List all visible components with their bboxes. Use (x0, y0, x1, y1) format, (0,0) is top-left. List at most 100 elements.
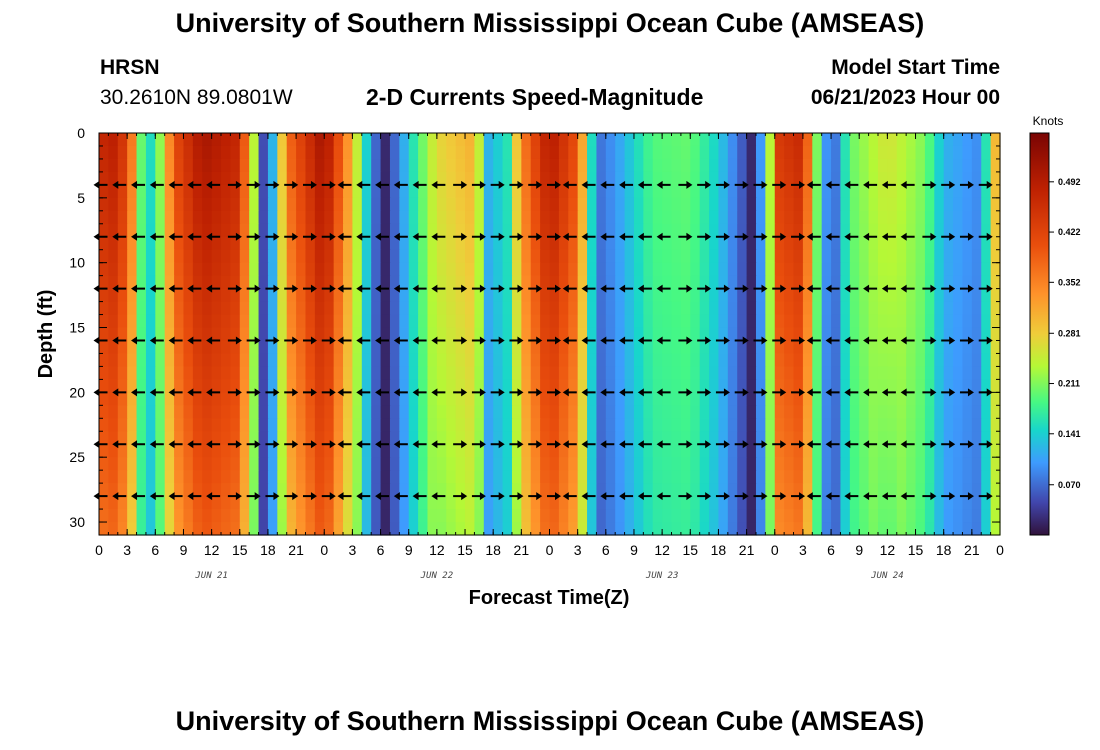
heatmap-cell (446, 314, 457, 329)
current-vector-head (555, 284, 561, 293)
heatmap-cell (624, 145, 635, 160)
heatmap-cell (117, 133, 128, 147)
heatmap-cell (239, 158, 250, 173)
heatmap-cell (493, 275, 504, 290)
current-vector-head (479, 492, 486, 501)
current-vector-head (555, 180, 561, 189)
heatmap-cell (624, 133, 635, 147)
heatmap-cell (924, 288, 935, 303)
heatmap-cell (371, 366, 382, 380)
heatmap-cell (230, 340, 241, 355)
heatmap-cell (568, 275, 579, 290)
heatmap-cell (427, 288, 438, 303)
heatmap-cell (183, 249, 194, 264)
heatmap-cell (314, 392, 325, 406)
heatmap-cell (530, 496, 541, 510)
heatmap-cell (896, 353, 907, 368)
current-vector-head (131, 388, 138, 397)
current-vector-head (329, 232, 336, 241)
heatmap-cell (343, 509, 354, 523)
heatmap-cell (314, 366, 325, 380)
current-vector (825, 284, 840, 293)
heatmap-cell (408, 496, 419, 510)
heatmap-cell (727, 444, 738, 458)
current-vector (528, 232, 543, 241)
heatmap-cell (108, 262, 119, 277)
heatmap-cell (230, 483, 241, 497)
heatmap-cell (333, 133, 344, 147)
heatmap-cell (483, 444, 494, 458)
heatmap-cell (821, 340, 832, 355)
heatmap-cell (474, 431, 485, 445)
heatmap-cell (483, 470, 494, 484)
heatmap-cell (483, 405, 494, 419)
heatmap-cell (971, 522, 982, 536)
heatmap-cell (211, 509, 222, 523)
heatmap-cell (896, 444, 907, 458)
heatmap-cell (192, 509, 203, 523)
heatmap-cell (906, 418, 917, 432)
heatmap-cell (915, 405, 926, 419)
heatmap-cell (99, 133, 109, 147)
current-vector (734, 388, 749, 397)
x-tick-label: 21 (288, 542, 304, 558)
current-vector (337, 492, 352, 501)
heatmap-cell (174, 431, 185, 445)
current-vector (547, 284, 561, 293)
heatmap-cell (174, 353, 185, 368)
heatmap-cell (221, 275, 231, 290)
current-vector (900, 284, 915, 293)
heatmap-cell (502, 457, 513, 471)
heatmap-cell (314, 496, 325, 510)
heatmap-cell (633, 457, 644, 471)
heatmap-cell (389, 133, 400, 147)
heatmap-cell (540, 418, 551, 432)
heatmap-cell (427, 392, 438, 406)
heatmap-cell (511, 158, 522, 173)
heatmap-cell (765, 353, 776, 368)
heatmap-cell (859, 171, 870, 186)
heatmap-cell (596, 431, 607, 445)
heatmap-cell (296, 509, 307, 523)
heatmap-cell (343, 431, 354, 445)
heatmap-cell (840, 470, 851, 484)
heatmap-cell (483, 158, 494, 173)
heatmap-cell (943, 275, 954, 290)
heatmap-cell (709, 444, 720, 458)
heatmap-cell (399, 171, 410, 186)
heatmap-cell (427, 184, 438, 199)
heatmap-cell (793, 366, 804, 380)
current-vector-head (900, 336, 907, 345)
heatmap-cell (774, 418, 785, 432)
current-vector (600, 232, 615, 241)
heatmap-cell (145, 158, 156, 173)
heatmap-cell (558, 353, 569, 368)
heatmap-cell (990, 444, 1001, 458)
heatmap-cell (877, 431, 888, 445)
heatmap-cell (615, 275, 626, 290)
current-vector (806, 388, 821, 397)
heatmap-cell (558, 133, 569, 147)
heatmap-cell (399, 392, 410, 406)
heatmap-cell (296, 340, 307, 355)
current-vector (863, 284, 878, 293)
heatmap-cell (605, 483, 616, 497)
heatmap-cell (821, 145, 832, 160)
heatmap-cell (521, 184, 532, 199)
heatmap-cell (624, 470, 635, 484)
heatmap-cell (680, 457, 691, 471)
heatmap-cell (643, 379, 654, 393)
current-vector (637, 284, 652, 293)
heatmap-cell (511, 262, 522, 277)
heatmap-cell (155, 145, 166, 160)
heatmap-cell (746, 353, 757, 368)
heatmap-cell (258, 379, 269, 393)
heatmap-cell (296, 483, 307, 497)
current-vector (844, 440, 859, 449)
heatmap-cell (117, 171, 128, 186)
heatmap-cell (202, 210, 213, 225)
current-vector (697, 232, 712, 241)
heatmap-cell (540, 509, 551, 523)
current-vector (356, 440, 371, 449)
heatmap-cell (249, 171, 260, 186)
